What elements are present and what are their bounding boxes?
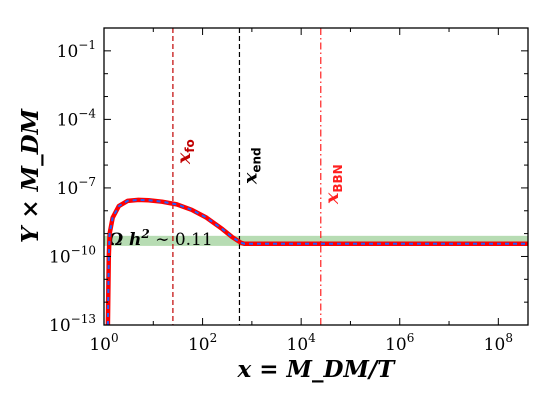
band-label: Ω h2 ∼ 0.11: [107, 227, 213, 250]
y-tick-label: 10−1: [57, 38, 96, 62]
x-tick-label: 100: [89, 331, 118, 355]
y-tick-label: 10−10: [49, 243, 96, 267]
x-tick-label: 104: [287, 331, 317, 355]
y-axis-title: Y × M_DM: [17, 107, 44, 243]
y-axis-title-text: Y × M_DM: [17, 107, 44, 243]
y-tick-label: 10−7: [57, 175, 96, 199]
series-line: [105, 197, 528, 326]
y-tick-label: 10−4: [57, 106, 97, 130]
x-axis-title: x = M_DM/T: [237, 356, 397, 383]
series-line-overlay: [106, 198, 528, 326]
vline-label-end: xend: [239, 147, 263, 185]
vline-label-fo: xfo: [173, 139, 197, 165]
x-axis-title-text: x = M_DM/T: [237, 356, 397, 383]
x-tick-label: 102: [188, 331, 217, 355]
plot-frame: [103, 27, 529, 326]
x-tick-label: 108: [484, 331, 513, 355]
x-tick-label: 106: [385, 331, 414, 355]
vline-label-BBN: xBBN: [321, 164, 345, 205]
y-tick-label: 10−13: [49, 312, 96, 336]
omega-band: [104, 235, 528, 246]
